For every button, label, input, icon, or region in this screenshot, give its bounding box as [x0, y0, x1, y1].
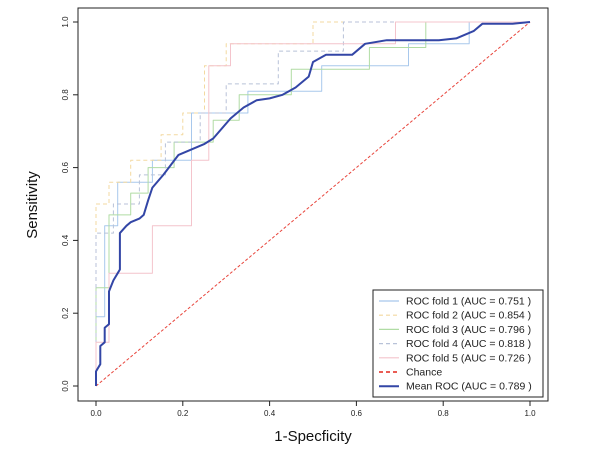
- x-axis: 0.0 0.2 0.4 0.6 0.8 1.0: [90, 401, 536, 418]
- legend-label: Mean ROC (AUC = 0.789 ): [406, 381, 532, 393]
- y-axis: 0.0 0.2 0.4 0.6 0.8 1.0: [61, 16, 78, 392]
- x-tick-label: 0.0: [90, 409, 102, 418]
- x-tick-label: 0.4: [264, 409, 276, 418]
- plot-lines: [95, 21, 531, 387]
- y-tick-label: 0.0: [61, 380, 70, 392]
- x-tick-label: 1.0: [524, 409, 536, 418]
- y-tick-label: 0.4: [61, 234, 70, 246]
- legend-label: ROC fold 4 (AUC = 0.818 ): [406, 338, 531, 350]
- x-tick-label: 0.8: [438, 409, 450, 418]
- x-tick-label: 0.6: [351, 409, 363, 418]
- roc-line-4: [95, 21, 530, 386]
- plot-frame: [77, 7, 549, 402]
- y-tick-label: 0.2: [61, 307, 70, 319]
- legend-box: [372, 289, 544, 398]
- y-tick-label: 0.8: [61, 89, 70, 101]
- legend-label: Chance: [406, 367, 442, 379]
- y-tick-label: 0.6: [61, 161, 70, 173]
- legend-label: ROC fold 2 (AUC = 0.854 ): [406, 310, 531, 322]
- legend: ROC fold 1 (AUC = 0.751 ) ROC fold 2 (AUC…: [372, 289, 544, 398]
- roc-line-6: [95, 21, 531, 387]
- roc-line-3: [95, 21, 530, 386]
- roc-line-2: [95, 21, 530, 386]
- y-tick-label: 1.0: [61, 16, 70, 28]
- roc-line-7: [95, 21, 531, 386]
- y-axis-title: Sensitivity: [24, 171, 41, 239]
- legend-label: ROC fold 1 (AUC = 0.751 ): [406, 296, 531, 308]
- roc-line-1: [95, 21, 530, 386]
- x-tick-label: 0.2: [177, 409, 189, 418]
- legend-label: ROC fold 5 (AUC = 0.726 ): [406, 352, 531, 364]
- x-axis-title: 1-Specficity: [274, 428, 352, 445]
- legend-label: ROC fold 3 (AUC = 0.796 ): [406, 324, 531, 336]
